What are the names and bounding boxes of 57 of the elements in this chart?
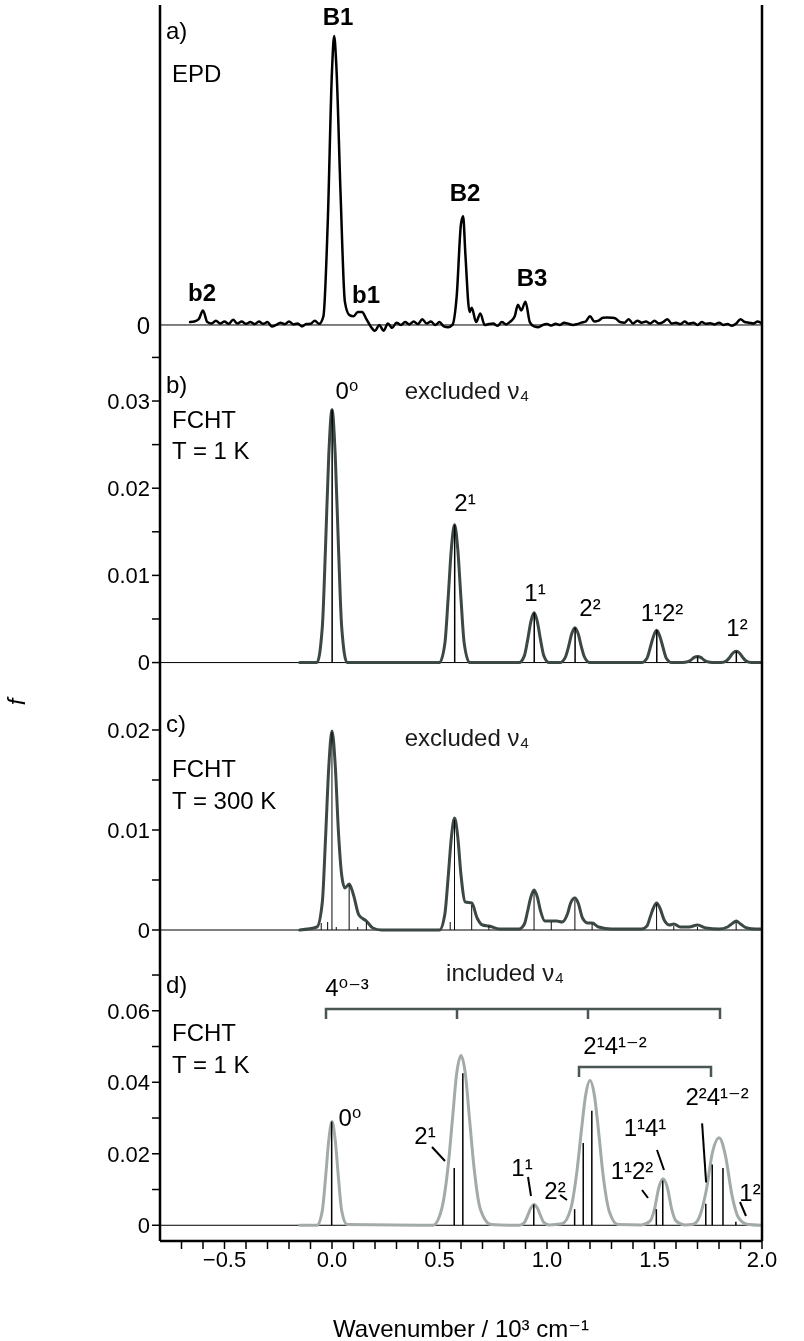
annotation: b1 (351, 280, 381, 308)
annotation: 1¹ (511, 1153, 533, 1181)
annotation: 2¹ (454, 488, 476, 516)
annotation: 2²4¹⁻² (685, 1082, 749, 1110)
text: B1 (322, 2, 354, 30)
annotation: 1² (739, 1178, 761, 1206)
annotation: 0⁰ (335, 376, 359, 404)
annotation: 1¹ (524, 578, 546, 606)
x-tick-label: 0.5 (424, 1246, 455, 1272)
x-tick-label: 2.0 (746, 1246, 778, 1272)
y-tick-label: 0.03 (107, 388, 150, 414)
y-tick-label: 0.02 (107, 717, 150, 743)
annotation: 2¹4¹⁻² (583, 1031, 647, 1059)
x-tick-label: 1.5 (639, 1246, 670, 1272)
annotation: B3 (516, 263, 548, 291)
y-tick-label: 0 (137, 917, 150, 943)
annotation: EPD (172, 59, 222, 87)
y-axis-title: f (2, 696, 30, 706)
annotation: FCHT (172, 754, 237, 782)
annotation: d) (166, 970, 188, 998)
x-tick-label: 0.0 (316, 1246, 348, 1272)
x-axis-title: Wavenumber / 10³ cm⁻¹ (333, 1315, 589, 1341)
annotation: 2¹ (414, 1121, 436, 1149)
annotation: b2 (187, 278, 217, 306)
annotation: c) (166, 709, 186, 737)
text: excluded ν₄ (404, 376, 530, 404)
annotation: 0⁰ (338, 1103, 362, 1131)
annotation: 1¹2² (610, 1156, 654, 1184)
text: excluded ν₄ (404, 723, 530, 751)
x-tick-label: 1.0 (531, 1246, 563, 1272)
annotation: 1¹2² (640, 598, 684, 626)
y-tick-label: 0.01 (107, 817, 150, 843)
chart-title: included ν₄ (446, 958, 564, 986)
y-tick-label: 0.04 (107, 1070, 150, 1096)
line-series (298, 729, 762, 932)
annotation: T = 1 K (172, 1050, 250, 1078)
annotation: 2² (544, 1176, 566, 1204)
x-tick-label: −0.5 (202, 1246, 247, 1272)
annotation: 1¹4¹ (623, 1113, 667, 1141)
line-series (298, 408, 762, 665)
annotation: T = 300 K (172, 786, 277, 814)
annotation: B2 (449, 178, 481, 206)
annotation: FCHT (172, 405, 237, 433)
y-tick-label: 0 (137, 1213, 150, 1239)
annotation: T = 1 K (172, 436, 250, 464)
y-tick-label: 0.06 (107, 998, 150, 1024)
y-tick-label: 0 (137, 650, 150, 676)
annotation: 1² (726, 613, 748, 641)
annotation: a) (166, 16, 188, 44)
y-tick-label: 0.02 (107, 476, 150, 502)
annotation: FCHT (172, 1018, 237, 1046)
annotation: b) (166, 370, 188, 398)
y-tick-label: 0.02 (107, 1141, 150, 1167)
line-series (298, 1053, 762, 1227)
annotation: 2² (579, 593, 601, 621)
annotation: 4⁰⁻³ (325, 973, 369, 1001)
y-tick-label: 0.01 (107, 563, 150, 589)
